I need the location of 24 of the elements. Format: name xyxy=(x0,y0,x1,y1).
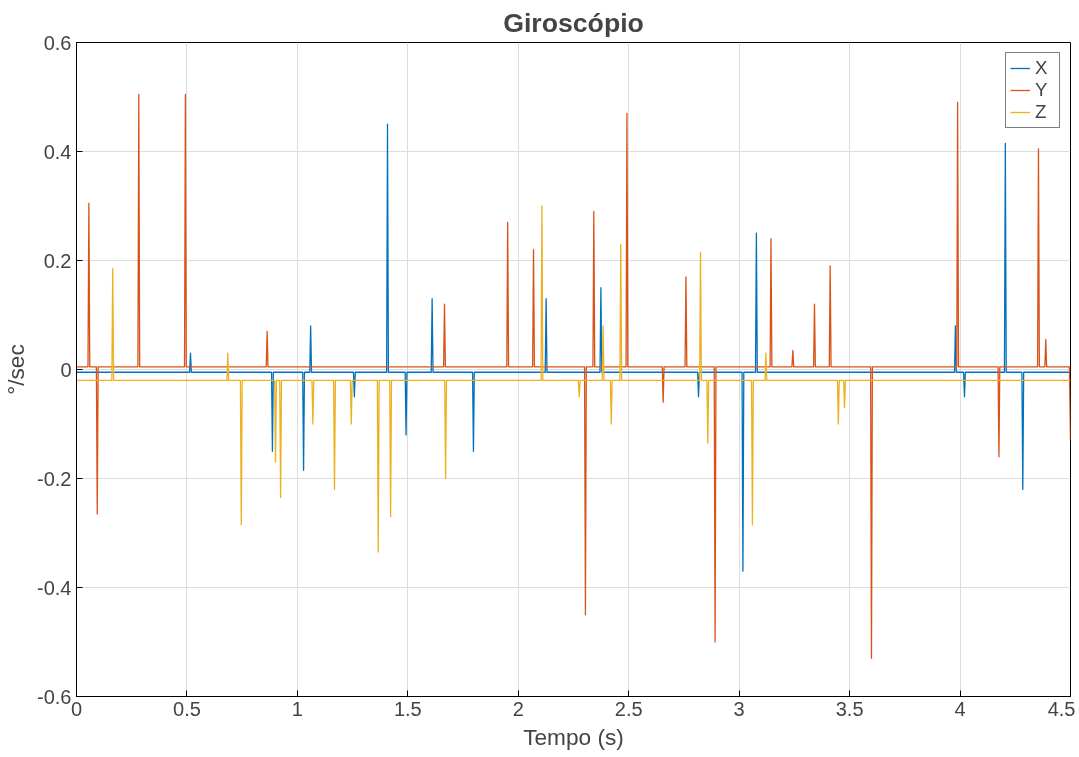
line-series xyxy=(76,205,1071,553)
x-tick-label: 1.5 xyxy=(393,697,422,720)
x-tick-label: 3.5 xyxy=(835,697,864,720)
x-axis-title: Tempo (s) xyxy=(523,723,624,750)
x-tick-label: 2.5 xyxy=(614,697,643,720)
x-tick-label: 1 xyxy=(291,697,303,720)
x-tick-label: 4.5 xyxy=(1047,697,1076,720)
x-tick-label: 4 xyxy=(954,697,966,720)
x-tick-label: 2 xyxy=(512,697,524,720)
y-tick-label: 0.4 xyxy=(43,140,72,163)
y-tick-label: -0.6 xyxy=(37,685,72,708)
y-tick-label: 0.6 xyxy=(43,31,72,54)
y-axis-title: °/sec xyxy=(3,344,30,395)
line-series xyxy=(76,123,1071,572)
y-tick-label: 0 xyxy=(60,358,72,381)
x-tick-label: 3 xyxy=(733,697,745,720)
y-tick-label: -0.2 xyxy=(37,467,72,490)
legend-label: X xyxy=(1035,57,1049,79)
legend-label: Z xyxy=(1035,101,1048,123)
x-tick-label: 0.5 xyxy=(173,697,201,720)
y-tick-label: 0.2 xyxy=(43,249,72,272)
legend-label: Y xyxy=(1035,79,1049,101)
chart-title: Giroscópio xyxy=(503,7,644,38)
y-tick-label: -0.4 xyxy=(37,576,72,599)
